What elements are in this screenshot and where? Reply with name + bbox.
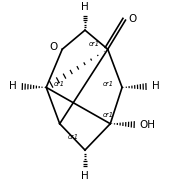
- Text: or1: or1: [68, 134, 79, 140]
- Text: or1: or1: [103, 81, 114, 87]
- Text: or1: or1: [89, 41, 100, 47]
- Text: O: O: [50, 42, 58, 52]
- Text: O: O: [128, 14, 136, 24]
- Text: or1: or1: [53, 81, 64, 87]
- Text: H: H: [152, 81, 159, 92]
- Text: or1: or1: [103, 112, 114, 118]
- Text: H: H: [81, 2, 89, 12]
- Text: H: H: [81, 171, 89, 181]
- Text: H: H: [9, 81, 17, 92]
- Text: OH: OH: [140, 120, 156, 130]
